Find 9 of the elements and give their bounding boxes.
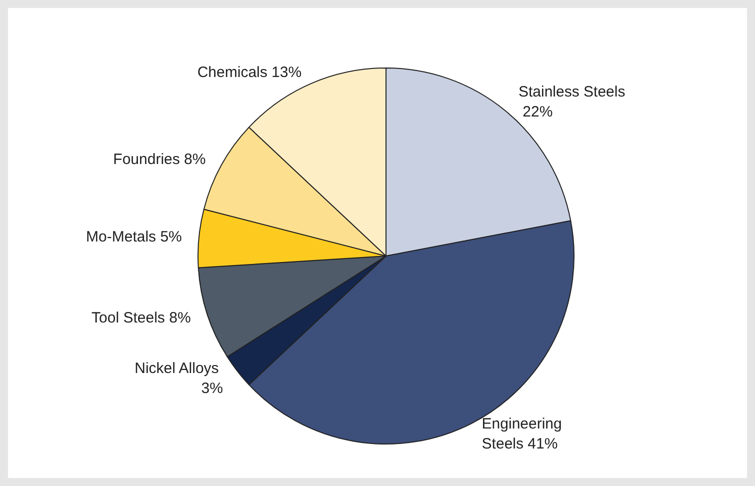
slice-label: Nickel Alloys [134,360,223,378]
slice-label: Foundries 8% [113,151,206,168]
slice-label: Stainless Steels [518,83,626,100]
data-label: 3% [201,380,223,398]
slice-label: Engineering Steels 41% [482,416,566,453]
data-label: 22% [518,103,553,120]
slice-label: Tool Steels 8% [92,309,191,326]
slice-label: Mo-Metals 5% [86,228,182,246]
slice-label: Chemicals 13% [197,64,302,81]
